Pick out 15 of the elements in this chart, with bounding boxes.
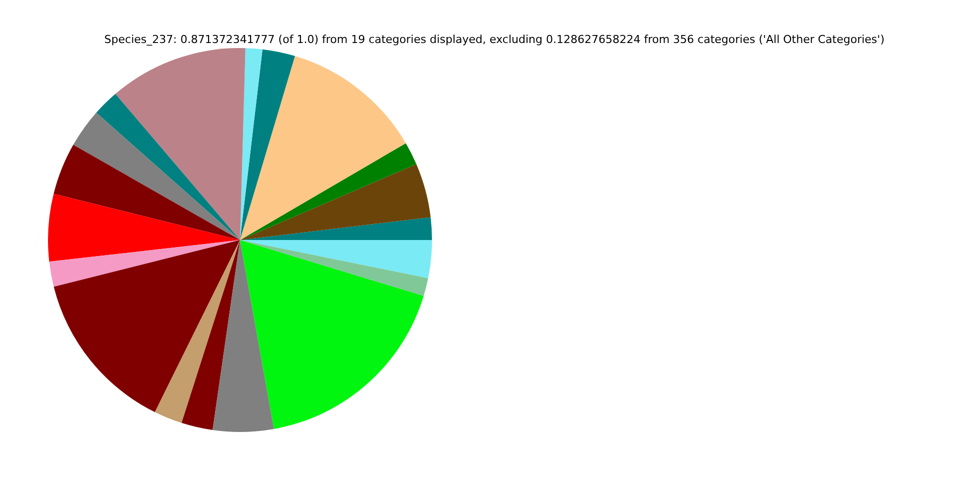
pie-slice [240,240,424,429]
text: Species_237: 0.871372341777 (of 1.0) from 19 categories displayed, excluding 0.128627658224 from 356 categories ('All Other Categories') [104,33,884,46]
pie-slice [240,56,406,240]
pie-slice [48,194,240,262]
pie-slice [240,240,432,278]
pie-slice [240,143,416,240]
pie-slice [115,48,246,240]
pie-slice [240,164,431,240]
pie-slice [154,240,240,423]
pie-slice [49,240,240,287]
pie-slice [212,240,274,432]
pie-slice [73,112,240,240]
pie-slice [240,48,263,240]
pie-slice [240,240,428,296]
pie-slice [240,217,432,240]
